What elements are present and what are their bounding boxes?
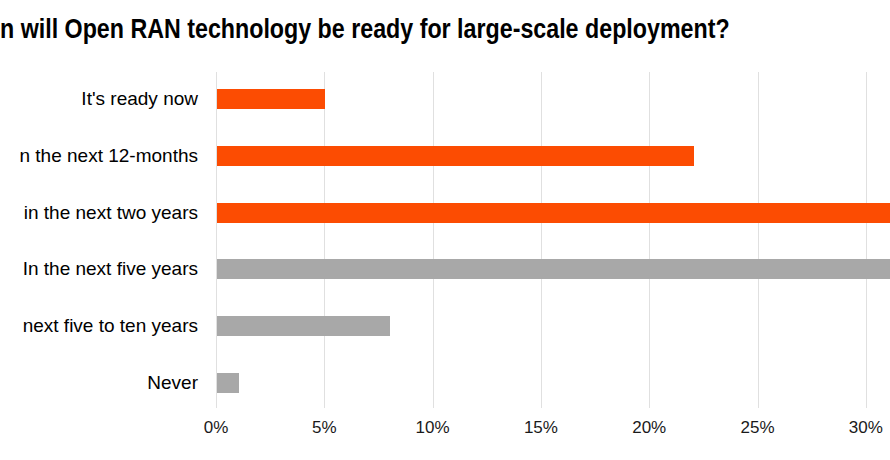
- bar-rows-layer: It's ready now n the next 12-months in the…: [0, 71, 890, 411]
- chart-title: n will Open RAN technology be ready for …: [0, 13, 730, 45]
- x-tick-label: 10%: [393, 418, 473, 438]
- bar: [217, 203, 890, 223]
- bar: [217, 316, 390, 336]
- x-tick-label: 30%: [826, 418, 890, 438]
- bar: [217, 259, 890, 279]
- bar: [217, 146, 694, 166]
- chart-row: In the next five years: [0, 241, 890, 298]
- category-label: next five to ten years: [0, 315, 216, 337]
- x-tick-label: 25%: [718, 418, 798, 438]
- x-tick-label: 20%: [609, 418, 689, 438]
- chart-row: n the next 12-months: [0, 128, 890, 185]
- x-tick-label: 15%: [501, 418, 581, 438]
- category-label: in the next two years: [0, 202, 216, 224]
- x-tick-label: 5%: [284, 418, 364, 438]
- chart-row: next five to ten years: [0, 298, 890, 355]
- chart-row: It's ready now: [0, 71, 890, 128]
- category-label: Never: [0, 372, 216, 394]
- category-label: It's ready now: [0, 88, 216, 110]
- x-tick-label: 0%: [176, 418, 256, 438]
- bar: [217, 373, 239, 393]
- category-label: In the next five years: [0, 258, 216, 280]
- category-label: n the next 12-months: [0, 145, 216, 167]
- chart-row: Never: [0, 354, 890, 411]
- bar: [217, 89, 325, 109]
- bar-chart: n will Open RAN technology be ready for …: [0, 0, 890, 460]
- chart-row: in the next two years: [0, 184, 890, 241]
